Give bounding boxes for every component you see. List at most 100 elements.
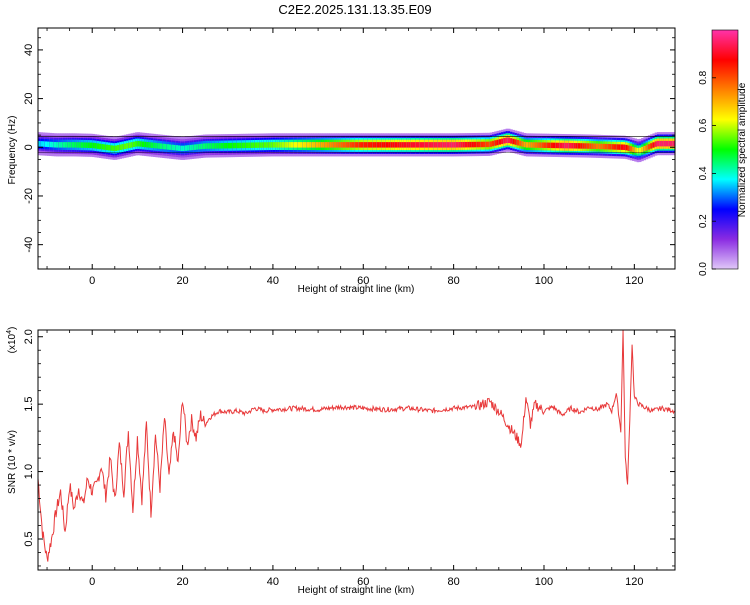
heatmap-cell (609, 144, 613, 150)
heatmap-cell (611, 144, 615, 150)
snr-frame (37, 329, 676, 571)
heatmap-cell (155, 142, 159, 149)
heatmap-cell (40, 141, 43, 147)
heatmap-cell (277, 142, 281, 148)
heatmap-cell (42, 141, 46, 147)
heatmap-cell (403, 142, 407, 148)
heatmap-cell (381, 142, 385, 148)
heatmap-cell (187, 145, 190, 151)
heatmap-cell (76, 142, 80, 148)
heatmap-cell (460, 142, 464, 148)
heatmap-cell (313, 142, 317, 148)
heatmap-cell (595, 143, 599, 150)
heatmap-cell (80, 142, 84, 148)
heatmap-cell (406, 142, 409, 148)
heatmap-cell (166, 144, 170, 150)
heatmap-cell (584, 143, 588, 149)
heatmap-cell (428, 142, 432, 148)
heatmap-cell (419, 142, 423, 148)
heatmap-cell (74, 142, 77, 148)
x-tick-label: 80 (448, 576, 460, 588)
y-tick-label: 0.5 (23, 531, 35, 546)
heatmap-cell (333, 142, 337, 148)
heatmap-cell (103, 144, 107, 150)
heatmap-cell (89, 142, 93, 149)
heatmap-cell (139, 141, 143, 147)
heatmap-cell (121, 144, 125, 150)
snr-x-axis-label: Height of straight line (km) (298, 585, 415, 596)
x-tick-label: 0 (89, 576, 95, 588)
heatmap-cell (489, 141, 493, 147)
heatmap-cell (523, 141, 527, 148)
heatmap-cell (288, 142, 292, 148)
heatmap-cell (647, 144, 651, 150)
heatmap-cell (241, 142, 244, 149)
colorbar-tick-label: 0.6 (698, 118, 709, 132)
heatmap-cell (162, 143, 165, 150)
heatmap-cell (311, 142, 314, 148)
heatmap-cell (385, 142, 389, 148)
heatmap-cell (435, 142, 439, 148)
colorbar: 0.0 0.2 0.4 0.6 0.8 Normalized spectral ampl… (698, 29, 748, 276)
spectrogram-x-ticks: 0 20 40 60 80 100 120 (46, 28, 658, 287)
heatmap-cell (105, 144, 109, 151)
heatmap-cell (295, 142, 299, 148)
snr-panel: 0 20 40 60 80 100 120 0.5 1.0 1.5 2.0 Height of s… (6, 327, 676, 596)
x-tick-label: 40 (267, 576, 279, 588)
heatmap-cell (614, 144, 617, 150)
heatmap-cell (211, 143, 215, 149)
heatmap-cell (363, 142, 366, 148)
heatmap-cell (464, 141, 468, 148)
heatmap-cell (510, 138, 513, 144)
heatmap-cell (501, 138, 504, 145)
heatmap-cell (351, 142, 355, 148)
heatmap-cell (220, 143, 224, 149)
heatmap-cell (239, 142, 242, 149)
spectrogram-heatmap (38, 128, 676, 163)
heatmap-cell (388, 142, 391, 148)
heatmap-cell (85, 142, 89, 148)
heatmap-cell (620, 144, 624, 150)
heatmap-cell (214, 143, 217, 149)
snr-multiplier: (x104) (6, 327, 18, 354)
heatmap-cell (250, 142, 253, 148)
heatmap-cell (327, 142, 330, 148)
heatmap-cell (293, 142, 296, 148)
heatmap-cell (397, 142, 400, 148)
y-tick-label: -20 (23, 188, 35, 204)
x-tick-label: 0 (89, 275, 95, 287)
heatmap-cell (347, 142, 351, 148)
x-tick-label: 40 (267, 275, 279, 287)
spectrogram-frame (37, 27, 676, 270)
heatmap-cell (604, 143, 608, 150)
heatmap-cell (562, 142, 565, 149)
spectrogram-y-axis-label: Frequency (Hz) (7, 116, 18, 185)
snr-y-ticks: 0.5 1.0 1.5 2.0 (23, 329, 675, 567)
y-tick-label: -40 (23, 237, 35, 253)
heatmap-cell (650, 143, 653, 149)
heatmap-cell (202, 143, 206, 149)
heatmap-cell (399, 142, 403, 148)
heatmap-cell (670, 140, 674, 147)
heatmap-cell (652, 142, 656, 148)
heatmap-cell (47, 141, 50, 148)
heatmap-cell (318, 142, 321, 148)
heatmap-cell (593, 143, 597, 149)
heatmap-cell (315, 142, 319, 148)
heatmap-cell (492, 140, 495, 147)
heatmap-cell (304, 142, 308, 148)
heatmap-cell (290, 142, 294, 148)
heatmap-cell (320, 142, 324, 148)
snr-multiplier-base: (x10 (7, 333, 18, 353)
heatmap-cell (629, 146, 633, 152)
heatmap-cell (512, 138, 516, 145)
heatmap-cell (469, 141, 473, 148)
x-tick-label: 60 (357, 275, 369, 287)
heatmap-cell (623, 144, 626, 150)
heatmap-cell (566, 142, 570, 149)
heatmap-cell (494, 140, 497, 146)
heatmap-cell (392, 142, 396, 148)
heatmap-cell (543, 142, 547, 148)
heatmap-cell (365, 142, 369, 148)
